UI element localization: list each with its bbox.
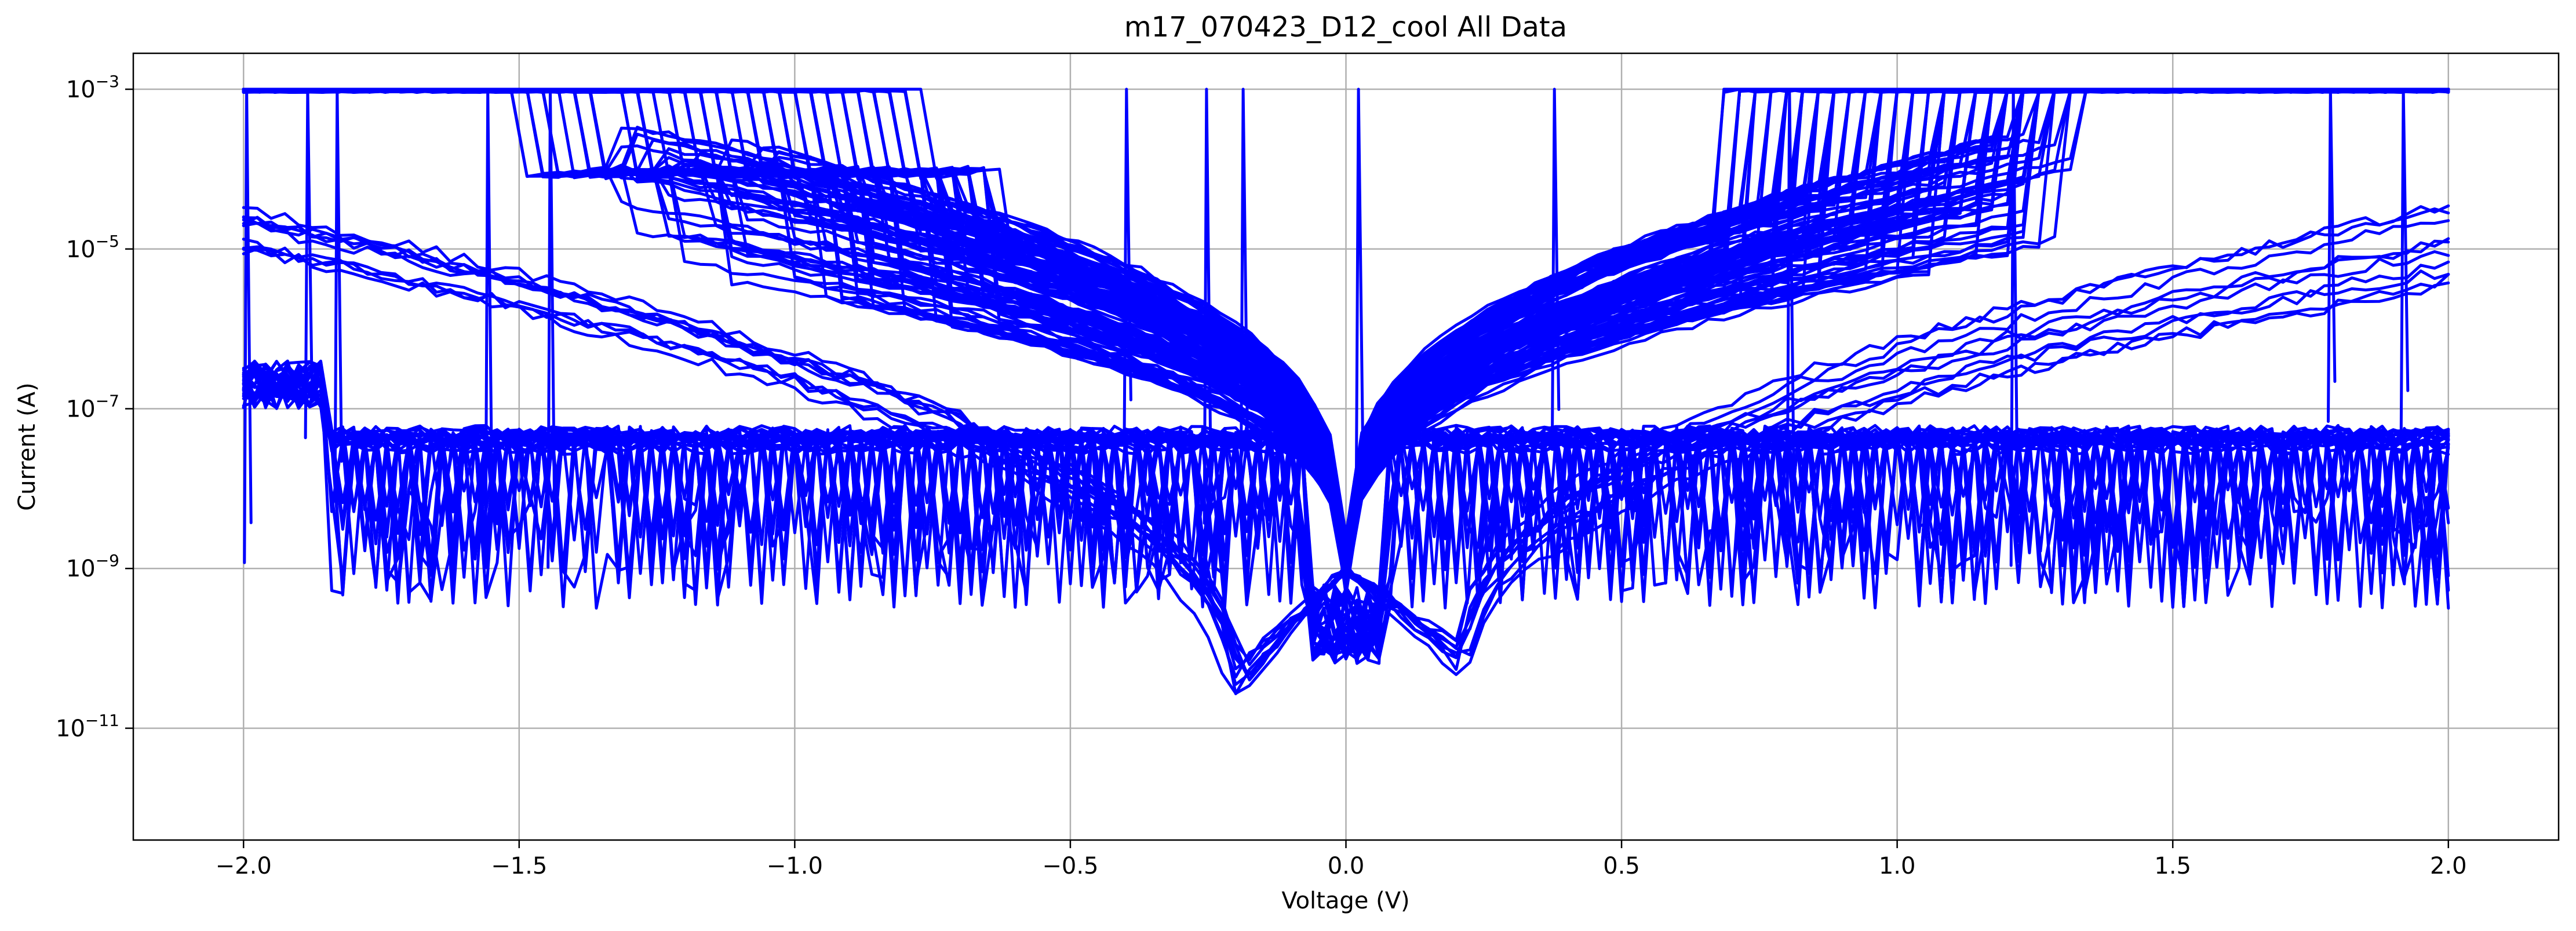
y-tick-label: 10−3 (66, 72, 119, 103)
y-tick-label: 10−7 (66, 392, 119, 423)
x-tick-label: 0.0 (1328, 853, 1365, 879)
iv-curve (2009, 87, 2020, 567)
x-tick-label: 1.0 (1879, 853, 1916, 879)
iv-curve (333, 87, 343, 503)
x-tick-label: −1.5 (491, 853, 547, 879)
data-curves (242, 87, 2450, 695)
iv-curve (2327, 87, 2337, 423)
y-tick-label: 10−5 (66, 232, 119, 263)
iv-curve (1354, 87, 1365, 493)
iv-curve (242, 360, 2450, 662)
iv-curve (1239, 87, 1249, 492)
iv-curve (1786, 87, 1795, 521)
y-tick-label: 10−11 (56, 711, 119, 742)
iv-curve (304, 87, 314, 440)
x-tick-label: 2.0 (2430, 853, 2467, 879)
iv-curve (242, 367, 2450, 660)
iv-curve (242, 374, 2450, 660)
x-tick-label: 0.5 (1603, 853, 1640, 879)
iv-curve (242, 206, 2450, 682)
iv-curve (1203, 87, 1212, 525)
iv-curve (1123, 87, 1132, 441)
iv-curve (546, 87, 556, 569)
y-tick-label: 10−9 (66, 551, 119, 582)
y-axis-label: Current (A) (14, 382, 41, 511)
x-tick-label: 1.5 (2154, 853, 2191, 879)
iv-curve (1550, 87, 1561, 451)
chart-title: m17_070423_D12_cool All Data (1124, 11, 1567, 43)
iv-curve (243, 87, 253, 564)
iv-curve (484, 87, 494, 561)
x-tick-label: −0.5 (1042, 853, 1098, 879)
x-tick-label: −1.0 (767, 853, 823, 879)
x-axis-label: Voltage (V) (1281, 888, 1409, 914)
iv-curve (242, 216, 2450, 676)
iv-curve (242, 363, 2450, 662)
x-tick-label: −2.0 (216, 853, 272, 879)
axis-ticks: −2.0 −1.5 −1.0 −0.5 0.0 0.5 1.0 1.5 2.0 10−3 10−5 1… (56, 72, 2467, 879)
iv-curve (2399, 87, 2410, 432)
